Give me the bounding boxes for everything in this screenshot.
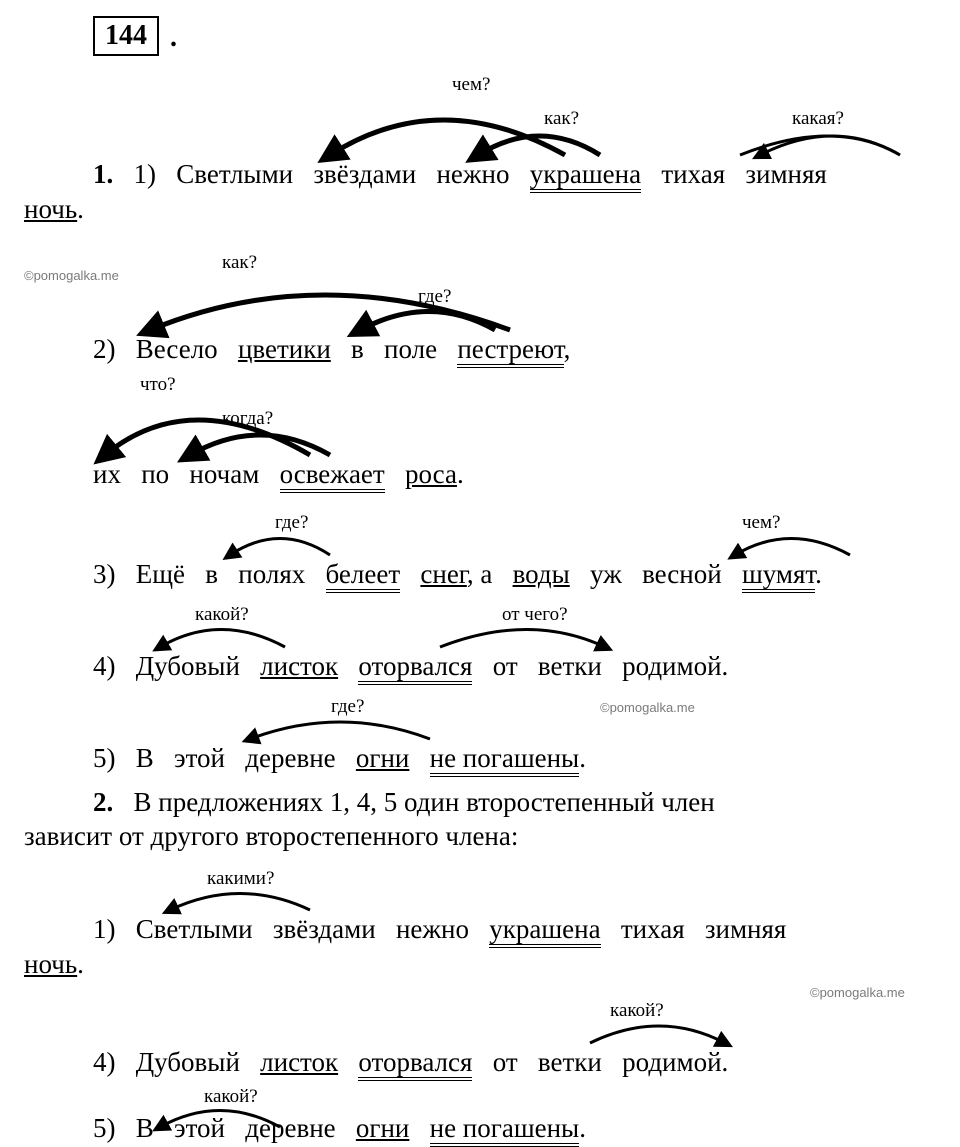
w: этой (174, 1113, 225, 1143)
arrow (0, 0, 960, 1144)
p2-s5: 5) В этой деревне огни не погашены. (93, 1112, 586, 1144)
s5-num: 5) (93, 1113, 116, 1143)
w-nepogasheny2: не погашены (430, 1113, 580, 1147)
w-ogni2: огни (356, 1113, 409, 1143)
w: В (136, 1113, 154, 1143)
dot: . (579, 1113, 586, 1143)
page: 144 . чем? как? какая? 1. 1) Светлыми зв… (0, 0, 960, 1144)
w: деревне (245, 1113, 335, 1143)
